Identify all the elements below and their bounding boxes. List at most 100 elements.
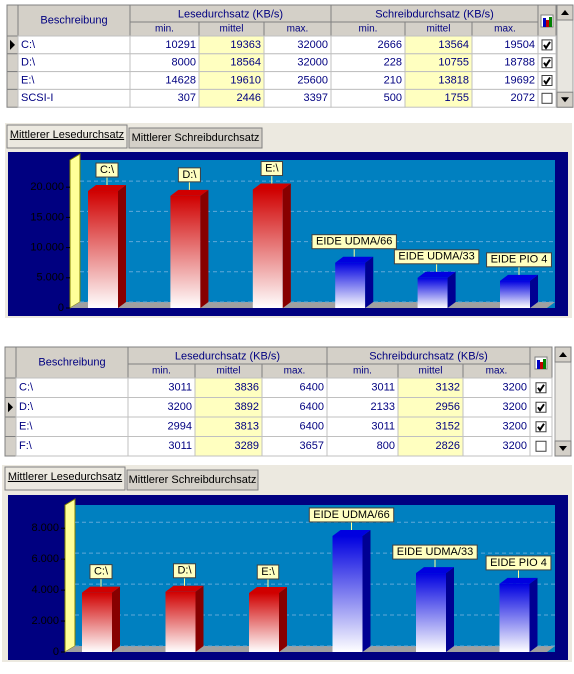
bar-top [165,585,204,592]
floor [70,302,555,308]
tab-label[interactable]: Mittlerer Lesedurchsatz [8,471,122,483]
cell[interactable] [15,436,129,457]
cell-value[interactable]: 2994 [168,421,192,433]
cell-value[interactable]: 3813 [235,421,259,433]
bar [252,189,283,308]
cell-value[interactable]: 2446 [237,92,261,104]
cell-value[interactable]: 3011 [168,440,192,452]
cell-value[interactable]: 307 [178,92,196,104]
row-name[interactable]: F:\ [19,440,33,452]
cell-value[interactable]: 3397 [304,92,328,104]
cell-value[interactable]: 3200 [503,421,527,433]
cell-value[interactable]: 3132 [436,382,460,394]
cell-value[interactable]: 3200 [503,440,527,452]
cell-value[interactable]: 2133 [371,401,395,413]
row-name[interactable]: D:\ [19,401,34,413]
cell-value[interactable]: 19610 [230,74,261,86]
cell-value[interactable]: 18788 [504,57,535,69]
cell-value[interactable]: 6400 [300,421,324,433]
bar [170,195,201,308]
tab-label[interactable]: Mittlerer Schreibdurchsatz [132,132,260,144]
cell-value[interactable]: 3011 [168,382,192,394]
y-tick-label: 0 [58,302,64,314]
cell-value[interactable]: 3011 [371,382,395,394]
plot-area [70,160,555,308]
tab-label[interactable]: Mittlerer Schreibdurchsatz [129,474,257,486]
bar-top [252,183,291,190]
bar-label-box [172,563,197,579]
cell-value[interactable]: 210 [384,74,402,86]
bar-label: EIDE UDMA/33 [398,251,474,263]
tab[interactable] [126,469,259,491]
y-tick-label: 5.000 [36,272,64,284]
cell-value[interactable]: 3152 [436,421,460,433]
cell-value[interactable]: 10291 [165,39,196,51]
tab[interactable] [6,124,128,149]
bar-side-shade [118,185,126,308]
header-description: Beschreibung [40,14,107,26]
cell-value[interactable]: 3200 [168,401,192,413]
cell-value[interactable]: 800 [377,440,395,452]
cell-value[interactable]: 19363 [230,39,261,51]
bar-label-box [392,544,478,560]
cell-value[interactable]: 8000 [172,57,196,69]
bar-label-box [486,252,552,268]
cell-value[interactable]: 19504 [504,39,535,51]
row-name[interactable]: E:\ [21,74,35,86]
checkmark [543,41,551,50]
cell-value[interactable]: 3200 [503,382,527,394]
cell-value[interactable]: 3836 [235,382,259,394]
cell-value[interactable]: 19692 [504,74,535,86]
tab[interactable] [4,466,126,491]
cell-value[interactable]: 32000 [297,57,328,69]
cell-value[interactable]: 228 [384,57,402,69]
bar-label: E:\ [261,566,275,578]
cell-value[interactable]: 2826 [436,440,460,452]
bar-top [170,189,209,196]
cell-value[interactable]: 3892 [235,401,259,413]
y-tick-label: 0 [53,646,59,658]
cell-value[interactable]: 2072 [511,92,535,104]
arrow [559,352,567,357]
scrollbar[interactable] [554,346,572,457]
table-header [6,4,557,37]
row-name[interactable]: SCSI-I [21,92,53,104]
cell-value[interactable]: 10755 [438,57,469,69]
row-name[interactable]: D:\ [21,57,36,69]
header-sub: max. [284,366,306,377]
cell-value[interactable]: 13818 [438,74,469,86]
bar-top [416,567,454,574]
tab[interactable] [128,127,263,149]
bar-top [249,586,287,593]
cell-value[interactable]: 3011 [371,421,395,433]
checkbox[interactable] [535,440,547,452]
cell-value[interactable]: 32000 [297,39,328,51]
tab-label[interactable]: Mittlerer Lesedurchsatz [10,129,124,141]
cell-value[interactable]: 3657 [300,440,324,452]
cell-value[interactable]: 3289 [235,440,259,452]
cell-value[interactable]: 18564 [230,57,261,69]
bar-side [446,567,454,652]
bar-side-shade [362,529,371,652]
cell-value[interactable]: 13564 [438,39,469,51]
cell-value[interactable]: 3200 [503,401,527,413]
cell-value[interactable]: 2666 [378,39,402,51]
cell[interactable] [15,416,129,437]
cell-value[interactable]: 2956 [436,401,460,413]
header-sub: mittel [427,24,451,35]
cell-value[interactable]: 6400 [300,382,324,394]
cell-value[interactable]: 1755 [445,92,469,104]
cell-value[interactable]: 6400 [300,401,324,413]
cell-value[interactable]: 25600 [297,74,328,86]
row-name[interactable]: C:\ [19,382,34,394]
cell-value[interactable]: 500 [384,92,402,104]
cell[interactable] [17,71,131,90]
icon-bar [540,362,543,369]
row-name[interactable]: C:\ [21,39,36,51]
checkbox[interactable] [541,92,553,104]
row-name[interactable]: E:\ [19,421,33,433]
plot-area [65,505,555,652]
panel: Beschreibung Lesedurchsatz (KB/s) Schreibd… [5,4,574,318]
row-indicator-cell [4,436,17,457]
cell-value[interactable]: 14628 [165,74,196,86]
